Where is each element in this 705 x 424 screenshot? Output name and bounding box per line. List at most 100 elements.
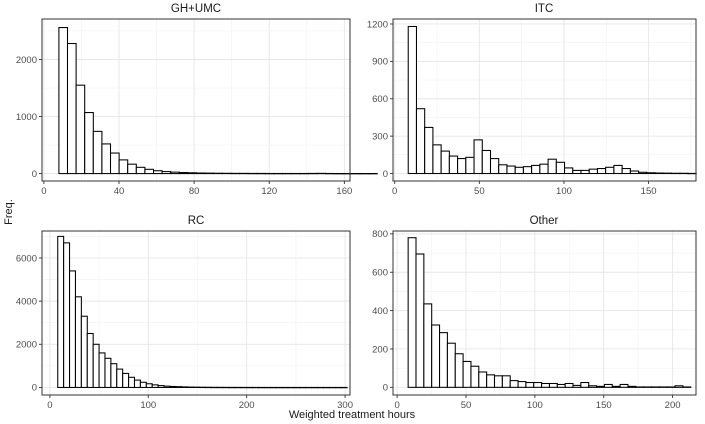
x-tick-label: 40 xyxy=(114,186,125,197)
panel-border xyxy=(41,230,351,396)
histogram-bar xyxy=(454,353,464,388)
histogram-bar xyxy=(564,382,574,388)
x-tick-label: 120 xyxy=(261,186,277,197)
histogram-bar xyxy=(110,363,118,388)
histogram-bar xyxy=(187,172,198,175)
x-tick-label: 150 xyxy=(596,400,612,411)
x-tick-label: 0 xyxy=(41,186,46,197)
x-tick-label: 50 xyxy=(461,400,472,411)
histogram-bar xyxy=(646,172,656,175)
x-tick-label: 200 xyxy=(239,400,255,411)
histogram-bar xyxy=(128,376,136,388)
y-tick-label: 6000 xyxy=(16,253,37,264)
histogram-bar xyxy=(489,158,500,175)
histogram-bar xyxy=(151,384,159,388)
histogram-bar xyxy=(431,324,441,388)
y-tick-label: 800 xyxy=(372,229,388,240)
histogram-bar xyxy=(86,332,94,388)
histogram-bar xyxy=(157,385,165,388)
histogram-bar xyxy=(572,169,582,175)
histogram-bar xyxy=(470,365,480,388)
histogram-bar xyxy=(580,382,590,388)
histogram-bar xyxy=(415,108,426,175)
histogram-bar xyxy=(118,159,129,175)
histogram-bar xyxy=(498,164,508,175)
y-axis-label: Freq. xyxy=(3,199,15,225)
y-tick-label: 400 xyxy=(372,306,388,317)
histogram-bar xyxy=(122,372,130,388)
y-tick-label: 300 xyxy=(372,131,388,142)
y-tick-label: 2000 xyxy=(16,55,37,66)
histogram-bar xyxy=(572,384,582,388)
y-tick-label: 0 xyxy=(383,383,388,394)
histogram-bar xyxy=(178,172,189,175)
histogram-bar xyxy=(531,164,541,175)
histogram-bar xyxy=(619,383,629,388)
panel-border xyxy=(41,18,351,182)
histogram-bar xyxy=(533,382,543,388)
histogram-bar xyxy=(57,235,65,388)
histogram-bar xyxy=(423,303,433,388)
histogram-bar xyxy=(84,112,94,175)
panel-gh-umc: GH+UMC 0 40 80 120 160 0 1000 2000 xyxy=(16,3,378,197)
panel-itc: ITC 0 50 100 150 0 300 600 900 1200 xyxy=(367,3,697,197)
histogram-bar xyxy=(596,385,605,388)
histogram-bar xyxy=(440,150,450,175)
histogram-bar xyxy=(181,386,189,388)
histogram-bar xyxy=(135,166,146,175)
histogram-bar xyxy=(161,171,172,175)
histogram-bar xyxy=(555,161,566,175)
x-tick-label: 100 xyxy=(140,400,156,411)
y-tick-label: 0 xyxy=(32,169,37,180)
histogram-bar xyxy=(486,374,496,388)
panel-title-gh-umc: GH+UMC xyxy=(171,3,221,15)
x-tick-label: 0 xyxy=(394,400,399,411)
histogram-bar xyxy=(621,168,631,175)
histogram-bar xyxy=(407,25,417,175)
histogram-bar xyxy=(104,357,112,388)
histogram-bar xyxy=(588,385,598,388)
histogram-bar xyxy=(116,368,124,388)
y-tick-label: 1200 xyxy=(367,19,388,30)
panel-border xyxy=(392,18,697,182)
histogram-bar xyxy=(548,382,558,388)
y-tick-label: 900 xyxy=(372,57,388,68)
histogram-bar xyxy=(175,386,183,388)
histogram-bar xyxy=(493,375,503,388)
histogram-bar xyxy=(580,169,590,175)
histogram-bar xyxy=(462,360,472,388)
y-tick-label: 1000 xyxy=(16,112,37,123)
histogram-bar xyxy=(588,168,598,175)
histogram-bar xyxy=(629,170,640,175)
histogram-bar xyxy=(75,84,86,175)
histogram-bar xyxy=(603,383,613,388)
histogram-bar xyxy=(556,383,566,388)
y-tick-label: 0 xyxy=(32,383,37,394)
histogram-bar xyxy=(98,352,106,388)
histogram-bar xyxy=(522,166,533,175)
y-tick-label: 600 xyxy=(372,94,388,105)
histogram-bar xyxy=(547,158,557,175)
histogram-bar xyxy=(145,383,153,388)
panel-title-itc: ITC xyxy=(535,3,554,15)
histogram-bar xyxy=(627,385,637,388)
x-axis-label: Weighted treatment hours xyxy=(289,409,416,421)
histogram-bar xyxy=(432,144,442,175)
histogram-bar xyxy=(514,166,524,175)
histogram-bar xyxy=(58,27,69,175)
x-tick-label: 150 xyxy=(641,186,657,197)
histogram-bar xyxy=(415,253,425,388)
histogram-bar xyxy=(509,380,519,388)
x-tick-label: 100 xyxy=(556,186,572,197)
histogram-bar xyxy=(163,385,171,388)
histogram-bar xyxy=(144,168,155,175)
y-tick-label: 2000 xyxy=(16,340,37,351)
histogram-bar xyxy=(80,315,88,388)
histogram-bar xyxy=(596,168,607,175)
histogram-bar xyxy=(69,270,76,388)
y-tick-label: 200 xyxy=(372,344,388,355)
panel-rc: RC 0 100 200 300 0 2000 4000 6000 xyxy=(16,215,353,411)
x-tick-label: 0 xyxy=(47,400,52,411)
histogram-bar xyxy=(605,166,615,175)
